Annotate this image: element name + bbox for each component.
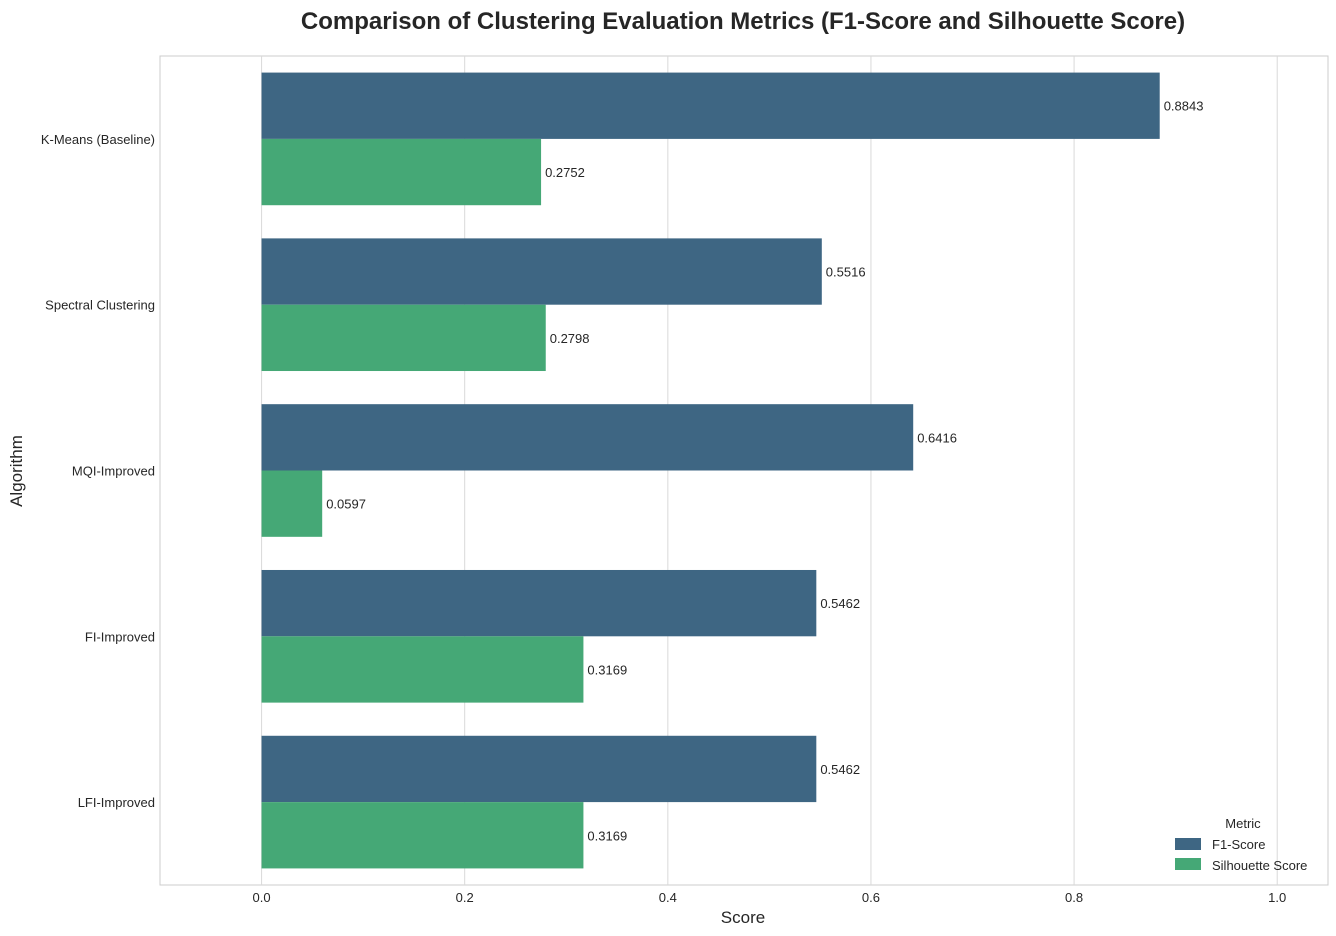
value-label-silhouette-score-k-means-baseline: 0.2752 <box>545 165 585 180</box>
value-label-silhouette-score-mqi-improved: 0.0597 <box>326 497 366 512</box>
y-axis-label: Algorithm <box>7 435 26 507</box>
x-tick-label: 0.0 <box>253 890 271 905</box>
value-label-f1-score-spectral-clustering: 0.5516 <box>826 265 866 280</box>
y-tick-labels: K-Means (Baseline) Spectral Clustering MQI… <box>41 132 155 810</box>
bars <box>261 72 1160 869</box>
bar-silhouette-score-mqi-improved <box>261 470 323 537</box>
x-tick-label: 0.4 <box>659 890 677 905</box>
y-tick-label-spectral-clustering: Spectral Clustering <box>45 298 155 313</box>
y-tick-label-lfi-improved: LFI-Improved <box>78 795 155 810</box>
value-label-f1-score-k-means-baseline: 0.8843 <box>1164 99 1204 114</box>
value-labels: 0.8843 0.2752 0.5516 0.2798 0.6416 0.0597 0.54… <box>326 99 1203 844</box>
bar-f1-score-fi-improved <box>261 569 817 637</box>
legend-title: Metric <box>1225 816 1261 831</box>
bar-f1-score-k-means-baseline <box>261 72 1160 139</box>
value-label-f1-score-fi-improved: 0.5462 <box>820 596 860 611</box>
value-label-silhouette-score-fi-improved: 0.3169 <box>587 662 627 677</box>
chart-title: Comparison of Clustering Evaluation Metr… <box>301 8 1185 35</box>
legend-swatch-f1-score <box>1175 838 1201 850</box>
x-tick-label: 0.2 <box>456 890 474 905</box>
x-axis-label: Score <box>721 908 765 927</box>
bar-silhouette-score-k-means-baseline <box>261 138 542 206</box>
x-tick-labels: 0.0 0.2 0.4 0.6 0.8 1.0 <box>253 890 1287 905</box>
x-tick-label: 1.0 <box>1268 890 1286 905</box>
y-tick-label-k-means-baseline: K-Means (Baseline) <box>41 132 155 147</box>
value-label-silhouette-score-lfi-improved: 0.3169 <box>587 828 627 843</box>
bar-silhouette-score-lfi-improved <box>261 802 584 869</box>
y-tick-label-mqi-improved: MQI-Improved <box>72 464 155 479</box>
legend-swatch-silhouette-score <box>1175 858 1201 870</box>
value-label-f1-score-mqi-improved: 0.6416 <box>917 430 957 445</box>
legend: Metric F1-Score Silhouette Score <box>1175 816 1307 873</box>
legend-label-f1-score: F1-Score <box>1212 837 1265 852</box>
x-tick-label: 0.6 <box>862 890 880 905</box>
value-label-silhouette-score-spectral-clustering: 0.2798 <box>550 331 590 346</box>
y-tick-label-fi-improved: FI-Improved <box>85 629 155 644</box>
x-tick-label: 0.8 <box>1065 890 1083 905</box>
bar-f1-score-lfi-improved <box>261 735 817 803</box>
legend-label-silhouette-score: Silhouette Score <box>1212 858 1307 873</box>
bar-f1-score-mqi-improved <box>261 404 914 471</box>
bar-silhouette-score-fi-improved <box>261 636 584 703</box>
value-label-f1-score-lfi-improved: 0.5462 <box>820 762 860 777</box>
bar-f1-score-spectral-clustering <box>261 238 822 305</box>
bar-silhouette-score-spectral-clustering <box>261 304 546 372</box>
